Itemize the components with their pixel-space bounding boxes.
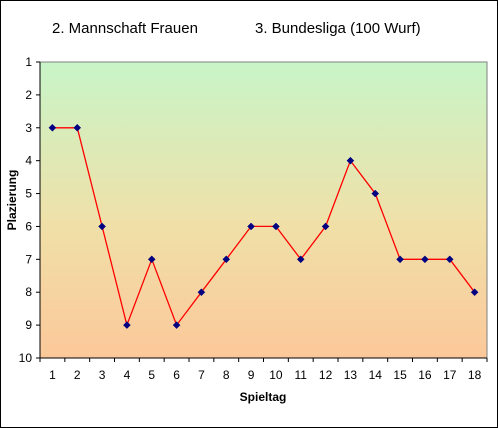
x-tick-label: 6	[173, 368, 180, 382]
y-tick-label: 1	[25, 55, 32, 69]
series-line	[48, 123, 479, 329]
data-point-marker	[296, 255, 305, 264]
data-point-marker	[396, 255, 404, 264]
x-tick-label: 11	[295, 368, 308, 382]
x-tick-label: 2	[74, 368, 81, 382]
y-tick-label: 9	[25, 318, 32, 332]
x-tick-label: 4	[124, 368, 131, 382]
data-point-marker	[421, 255, 429, 264]
x-tick-label: 8	[223, 368, 230, 382]
data-point-marker	[371, 189, 380, 198]
x-tick-label: 13	[344, 368, 358, 382]
data-point-marker	[73, 123, 82, 132]
data-point-marker	[247, 222, 255, 231]
data-point-marker	[272, 222, 280, 231]
plot-area	[39, 61, 488, 359]
x-tick-label: 16	[418, 368, 432, 382]
x-tick-label: 9	[248, 368, 255, 382]
data-point-marker	[222, 255, 231, 264]
x-tick-label: 12	[319, 368, 333, 382]
y-axis-title: Plazierung	[5, 170, 19, 231]
y-tick-label: 8	[25, 285, 32, 299]
x-tick-label: 3	[99, 368, 106, 382]
data-point-marker	[98, 222, 106, 231]
chart-title-left: 2. Mannschaft Frauen	[52, 20, 198, 37]
x-tick-label: 14	[369, 368, 383, 382]
y-tick-label: 5	[25, 187, 32, 201]
y-tick-label: 4	[25, 154, 32, 168]
x-tick-label: 18	[468, 368, 482, 382]
x-tick-label: 17	[443, 368, 457, 382]
y-tick-label: 3	[25, 121, 32, 135]
x-tick-label: 10	[269, 368, 283, 382]
data-point-marker	[197, 288, 206, 297]
data-point-marker	[470, 288, 479, 297]
data-point-marker	[123, 321, 131, 329]
data-point-marker	[445, 255, 454, 264]
data-point-marker	[321, 222, 330, 231]
data-point-marker	[48, 123, 57, 132]
data-point-marker	[147, 255, 156, 264]
y-tick-label: 7	[25, 252, 32, 266]
y-tick-label: 2	[25, 88, 32, 102]
x-tick-label: 15	[393, 368, 407, 382]
data-point-marker	[172, 321, 181, 329]
y-tick-label: 10	[19, 351, 33, 365]
x-tick-label: 7	[198, 368, 205, 382]
x-tick-label: 5	[148, 368, 155, 382]
series-polyline	[52, 127, 476, 328]
chart-title-right: 3. Bundesliga (100 Wurf)	[255, 20, 421, 37]
x-tick-label: 1	[49, 368, 56, 382]
y-tick-label: 6	[25, 219, 32, 233]
data-point-marker	[346, 156, 355, 165]
x-axis-title: Spieltag	[240, 390, 287, 404]
